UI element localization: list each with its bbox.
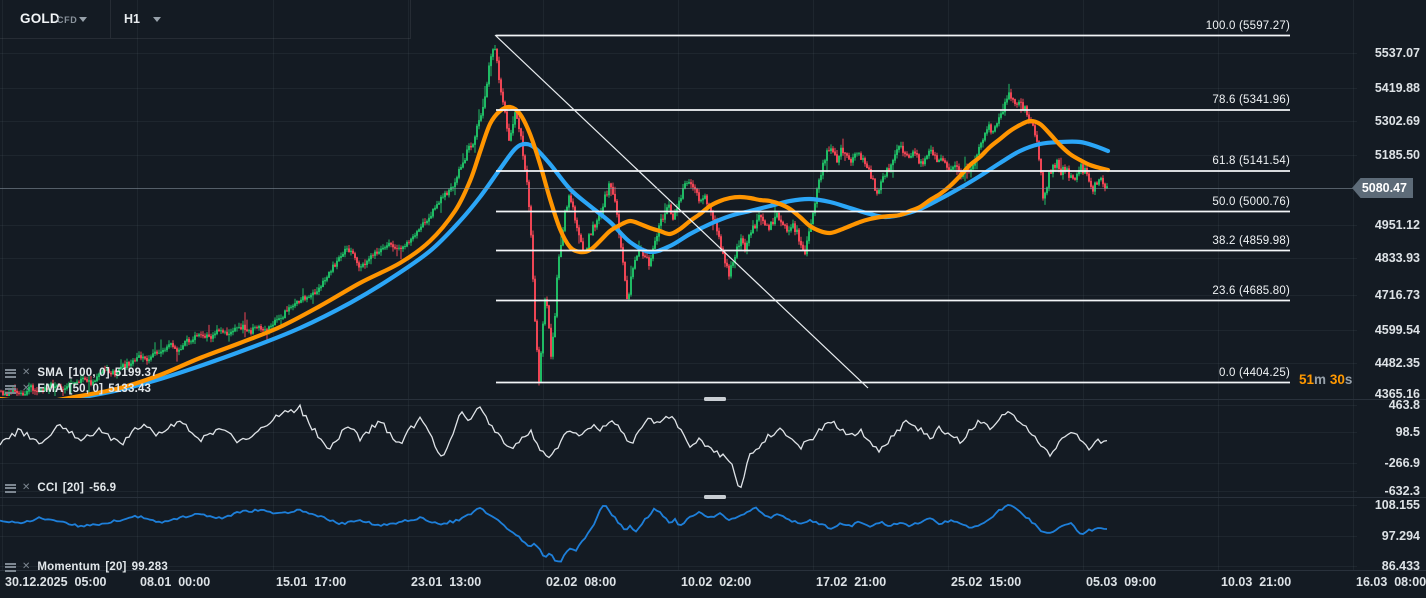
momentum-axis-label: 97.294 [1381, 529, 1420, 543]
indicator-params: [20] [105, 561, 127, 573]
ema-indicator-legend: ✕ EMA [50, 0] 5133.43 [5, 382, 151, 396]
sma-indicator-legend: ✕ SMA [100, 0] 5199.37 [5, 366, 158, 380]
chevron-down-icon[interactable] [79, 17, 87, 22]
indicator-close-icon[interactable]: ✕ [22, 367, 31, 378]
indicator-name: EMA [37, 383, 64, 395]
ema-50-line [0, 104, 1111, 398]
time-axis-scale[interactable] [0, 571, 1426, 598]
time-axis-label: 16.03 08:00 [1356, 575, 1426, 589]
indicator-value: 5199.37 [114, 367, 158, 379]
fib-level-label: 23.6 (4685.80) [1212, 284, 1290, 297]
time-axis-label: 10.03 21:00 [1221, 575, 1292, 589]
indicator-name: Momentum [37, 561, 101, 573]
indicator-name: CCI [37, 482, 58, 494]
indicator-name: SMA [37, 367, 64, 379]
time-axis-label: 17.02 21:00 [816, 575, 887, 589]
sma-100-line [58, 139, 1111, 398]
cci-axis-label: -632.3 [1384, 484, 1420, 498]
time-axis-label: 30.12.2025 05:00 [5, 575, 107, 589]
fib-level-label: 50.0 (5000.76) [1212, 195, 1290, 208]
trend-line[interactable] [494, 34, 869, 389]
price-axis-label: 5419.88 [1374, 81, 1420, 95]
cci-indicator-legend: ✕ CCI [20] -56.9 [5, 481, 116, 495]
cci-axis-label: 98.5 [1395, 425, 1420, 439]
indicator-close-icon[interactable]: ✕ [22, 482, 31, 493]
indicator-params: [50, 0] [68, 383, 104, 395]
time-axis-label: 02.02 08:00 [546, 575, 617, 589]
indicator-settings-icon[interactable] [5, 384, 16, 394]
indicator-settings-icon[interactable] [5, 562, 16, 572]
price-axis-label: 4482.35 [1374, 356, 1420, 370]
indicator-params: [100, 0] [68, 367, 110, 379]
price-axis-label: 4716.73 [1374, 288, 1420, 302]
pane-resize-handle[interactable] [704, 397, 726, 401]
price-axis-label: 4365.16 [1374, 387, 1420, 401]
indicator-value: 5133.43 [108, 383, 152, 395]
time-axis-label: 15.01 17:00 [276, 575, 347, 589]
price-axis-label: 5185.50 [1374, 148, 1420, 162]
cci-axis-label: 463.8 [1388, 398, 1420, 412]
price-axis-label: 5537.07 [1374, 46, 1420, 60]
time-axis-label: 08.01 00:00 [140, 575, 211, 589]
chevron-down-icon[interactable] [153, 17, 161, 22]
indicator-value: 99.283 [131, 561, 168, 573]
price-axis-label: 4833.93 [1374, 251, 1420, 265]
indicator-value: -56.9 [89, 482, 117, 494]
fib-level-label: 0.0 (4404.25) [1218, 366, 1290, 379]
momentum-axis-label: 86.433 [1381, 559, 1420, 573]
fib-level-label: 61.8 (5141.54) [1212, 155, 1290, 167]
indicator-settings-icon[interactable] [5, 483, 16, 493]
gridlines [0, 0, 1357, 570]
momentum-indicator-legend: ✕ Momentum [20] 99.283 [5, 560, 168, 574]
candles-up-bodies [4, 48, 1108, 396]
instrument-toolbar: GOLD CFD H1 [0, 0, 411, 39]
indicator-close-icon[interactable]: ✕ [22, 383, 31, 394]
cci-line [0, 403, 1108, 489]
price-axis-label: 4951.12 [1374, 218, 1420, 232]
candlestick-series [0, 45, 1108, 396]
momentum-axis-label: 108.155 [1374, 498, 1420, 512]
asset-symbol[interactable]: GOLD [20, 11, 60, 26]
time-axis-label: 25.02 15:00 [951, 575, 1022, 589]
asset-type-badge: CFD [57, 15, 78, 25]
cci-axis-label: -266.9 [1384, 456, 1420, 470]
fibonacci-retracement[interactable] [496, 34, 1290, 384]
indicator-settings-icon[interactable] [5, 368, 16, 378]
fib-level-label: 100.0 (5597.27) [1205, 19, 1290, 32]
indicator-params: [20] [62, 482, 85, 494]
time-axis-label: 05.03 09:00 [1086, 575, 1157, 589]
indicator-close-icon[interactable]: ✕ [22, 561, 31, 572]
price-axis-label: 4599.54 [1374, 323, 1420, 337]
current-price-value: 5080.47 [1361, 181, 1407, 195]
fib-level-label: 78.6 (5341.96) [1212, 94, 1290, 106]
price-axis-label: 5302.69 [1374, 114, 1420, 128]
time-axis-label: 23.01 13:00 [411, 575, 482, 589]
toolbar-divider [110, 0, 111, 38]
current-price-badge: 5080.47 [1352, 178, 1413, 198]
fib-level-label: 38.2 (4859.98) [1212, 234, 1290, 247]
candles-down-bodies [0, 48, 1106, 396]
candle-countdown: 51m 30s [1299, 372, 1353, 387]
pane-resize-handle[interactable] [704, 495, 726, 499]
timeframe-label[interactable]: H1 [124, 12, 140, 26]
time-axis-label: 10.02 02:00 [681, 575, 752, 589]
momentum-line [0, 504, 1108, 563]
price-axis-scale[interactable] [1357, 0, 1426, 570]
